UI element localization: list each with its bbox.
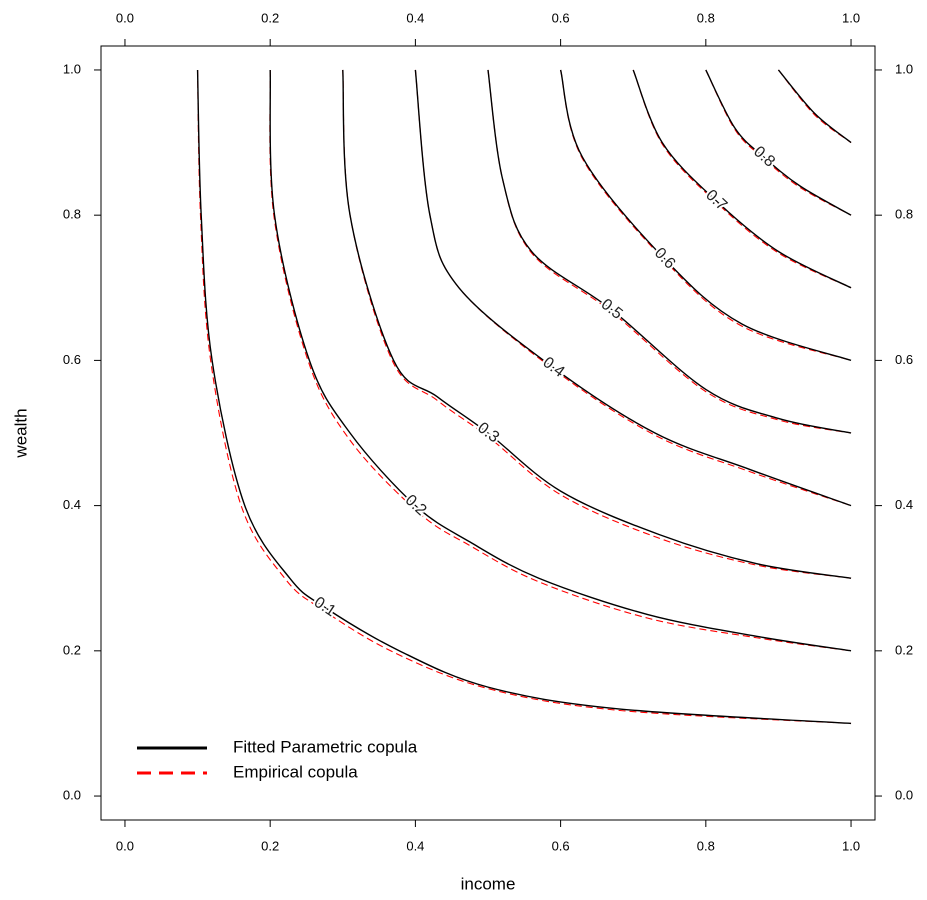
y-axis-title: wealth <box>11 408 30 458</box>
contour-label: 0.3 <box>474 419 502 446</box>
y-tick-label: 0.0 <box>63 787 81 802</box>
x-tick-label: 0.8 <box>697 838 715 853</box>
contour-label: 0.1 <box>311 594 339 621</box>
y-tick-label-right: 0.4 <box>895 497 913 512</box>
x-tick-label-top: 0.4 <box>406 10 424 25</box>
contour-line <box>705 69 852 216</box>
legend-text: Fitted Parametric copula <box>233 737 418 756</box>
contour-line <box>778 69 852 144</box>
y-tick-label: 0.2 <box>63 642 81 657</box>
x-tick-label-top: 0.2 <box>261 10 279 25</box>
contour-line <box>487 69 852 434</box>
x-tick-label: 0.2 <box>261 838 279 853</box>
contour-line <box>414 69 852 507</box>
contour-label: 0.5 <box>598 296 626 323</box>
plot-frame <box>100 45 876 821</box>
x-tick-label: 0.4 <box>406 838 424 853</box>
contour-line <box>777 69 852 144</box>
contour-line <box>632 69 852 289</box>
x-tick-label-top: 1.0 <box>842 10 860 25</box>
x-tick-label-top: 0.6 <box>552 10 570 25</box>
contour-line <box>342 69 852 579</box>
contour-line <box>269 69 852 652</box>
contour-line <box>269 69 852 652</box>
y-tick-label: 1.0 <box>63 61 81 76</box>
x-tick-label: 0.0 <box>116 838 134 853</box>
x-tick-label-top: 0.0 <box>116 10 134 25</box>
legend-text: Empirical copula <box>233 762 358 781</box>
contour-line <box>414 69 852 507</box>
x-axis-title: income <box>461 874 516 893</box>
y-tick-label: 0.4 <box>63 497 81 512</box>
y-tick-label-right: 0.6 <box>895 352 913 367</box>
contour-line <box>559 69 852 362</box>
contour-label: 0.4 <box>540 354 568 381</box>
contour-line <box>196 69 852 725</box>
contour-line <box>632 69 852 289</box>
x-tick-label: 1.0 <box>842 838 860 853</box>
x-tick-label-top: 0.8 <box>697 10 715 25</box>
y-tick-label: 0.8 <box>63 207 81 222</box>
contour-line <box>560 69 852 361</box>
y-tick-label-right: 0.0 <box>895 787 913 802</box>
contour-line <box>487 69 852 434</box>
y-tick-label: 0.6 <box>63 352 81 367</box>
y-tick-label-right: 1.0 <box>895 61 913 76</box>
y-tick-label-right: 0.8 <box>895 207 913 222</box>
contour-line <box>705 69 852 216</box>
y-tick-label-right: 0.2 <box>895 642 913 657</box>
x-tick-label: 0.6 <box>552 838 570 853</box>
contour-line <box>197 69 852 724</box>
